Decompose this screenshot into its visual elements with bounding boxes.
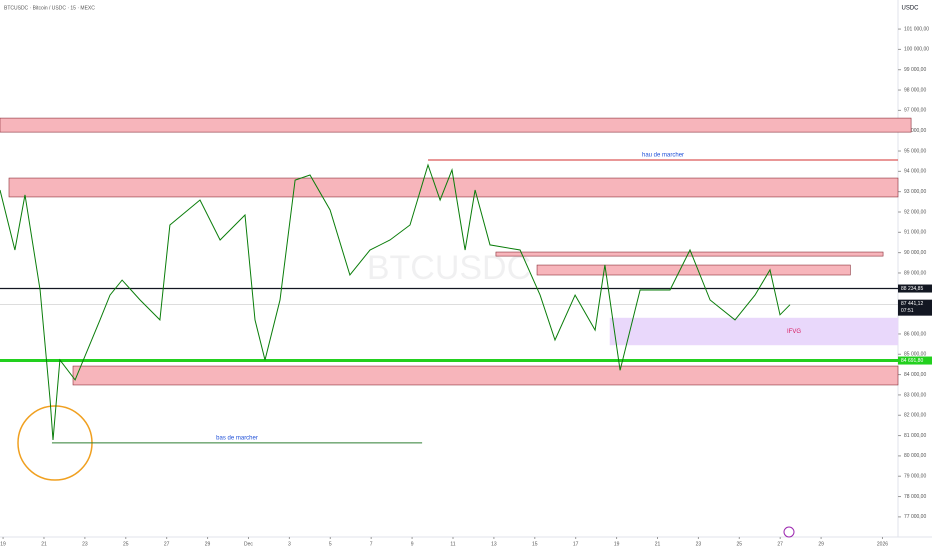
y-tick-label: 83 000,00 xyxy=(904,392,926,398)
x-tick-label: 25 xyxy=(123,541,129,547)
price-line-series xyxy=(0,163,791,441)
price-tag xyxy=(898,356,932,365)
y-tick-label: 96 000,00 xyxy=(904,128,926,134)
x-tick-label: 19 xyxy=(614,541,620,547)
y-tick-label: 81 000,00 xyxy=(904,433,926,439)
x-tick-label: 7 xyxy=(370,541,373,547)
x-tick-label: 21 xyxy=(655,541,661,547)
zone-label: IFVG xyxy=(787,329,801,335)
x-tick-label: 19 xyxy=(0,541,6,547)
y-tick-label: 89 000,00 xyxy=(904,270,926,276)
y-tick-label: 84 000,00 xyxy=(904,372,926,378)
x-tick-label: 11 xyxy=(450,541,455,547)
y-tick-label: 82 000,00 xyxy=(904,413,926,419)
y-tick-label: 98 000,00 xyxy=(904,87,926,93)
x-tick-label: 3 xyxy=(288,541,291,547)
x-tick-label: 23 xyxy=(82,541,88,547)
zone xyxy=(72,365,899,386)
y-tick-label: 77 000,00 xyxy=(904,514,926,520)
zone xyxy=(609,317,899,346)
x-tick-label: 23 xyxy=(696,541,702,547)
y-tick-label: 94 000,00 xyxy=(904,169,926,175)
y-tick-label: 92 000,00 xyxy=(904,209,926,215)
x-tick-label: 15 xyxy=(532,541,538,547)
countdown-label: 07:51 xyxy=(901,308,914,314)
y-tick-label: 95 000,00 xyxy=(904,148,926,154)
x-tick-label: 21 xyxy=(41,541,47,547)
x-tick-label: 25 xyxy=(737,541,743,547)
y-tick-label: 91 000,00 xyxy=(904,230,926,236)
y-tick-label: 86 000,00 xyxy=(904,331,926,337)
y-tick-label: 101 000,00 xyxy=(904,26,929,32)
x-tick-label: 9 xyxy=(411,541,414,547)
x-tick-label: Dec xyxy=(244,541,253,547)
y-tick-label: 97 000,00 xyxy=(904,108,926,114)
y-tick-label: 85 000,00 xyxy=(904,352,926,358)
level-label: bas de marcher xyxy=(216,435,258,441)
y-tick-label: 79 000,00 xyxy=(904,474,926,480)
x-tick-label: 17 xyxy=(573,541,579,547)
x-tick-label: 2026 xyxy=(877,541,888,547)
chart-title: BTCUSDC · Bitcoin / USDC · 15 · MEXC xyxy=(4,5,95,11)
y-tick-label: 99 000,00 xyxy=(904,67,926,73)
price-tag-label: 84 691,80 xyxy=(901,358,923,364)
y-tick-label: 93 000,00 xyxy=(904,189,926,195)
zone xyxy=(536,264,851,276)
y-tick-label: 100 000,00 xyxy=(904,47,929,53)
price-tag xyxy=(898,299,932,316)
price-tag xyxy=(898,284,932,293)
x-tick-label: 5 xyxy=(329,541,332,547)
event-icon xyxy=(783,526,795,538)
x-tick-label: 27 xyxy=(164,541,170,547)
zone xyxy=(0,117,912,133)
price-tag-label: 87 441,12 xyxy=(901,301,923,307)
y-tick-label: 78 000,00 xyxy=(904,494,926,500)
y-tick-label: 80 000,00 xyxy=(904,453,926,459)
zone xyxy=(495,251,884,257)
level-label: hau de marcher xyxy=(642,153,684,159)
y-axis-label: USDC xyxy=(901,6,919,12)
x-tick-label: 29 xyxy=(205,541,211,547)
price-tag-label: 88 234,85 xyxy=(901,286,923,292)
x-tick-label: 13 xyxy=(491,541,497,547)
x-tick-label: 29 xyxy=(818,541,824,547)
x-tick-label: 27 xyxy=(777,541,783,547)
y-tick-label: 90 000,00 xyxy=(904,250,926,256)
